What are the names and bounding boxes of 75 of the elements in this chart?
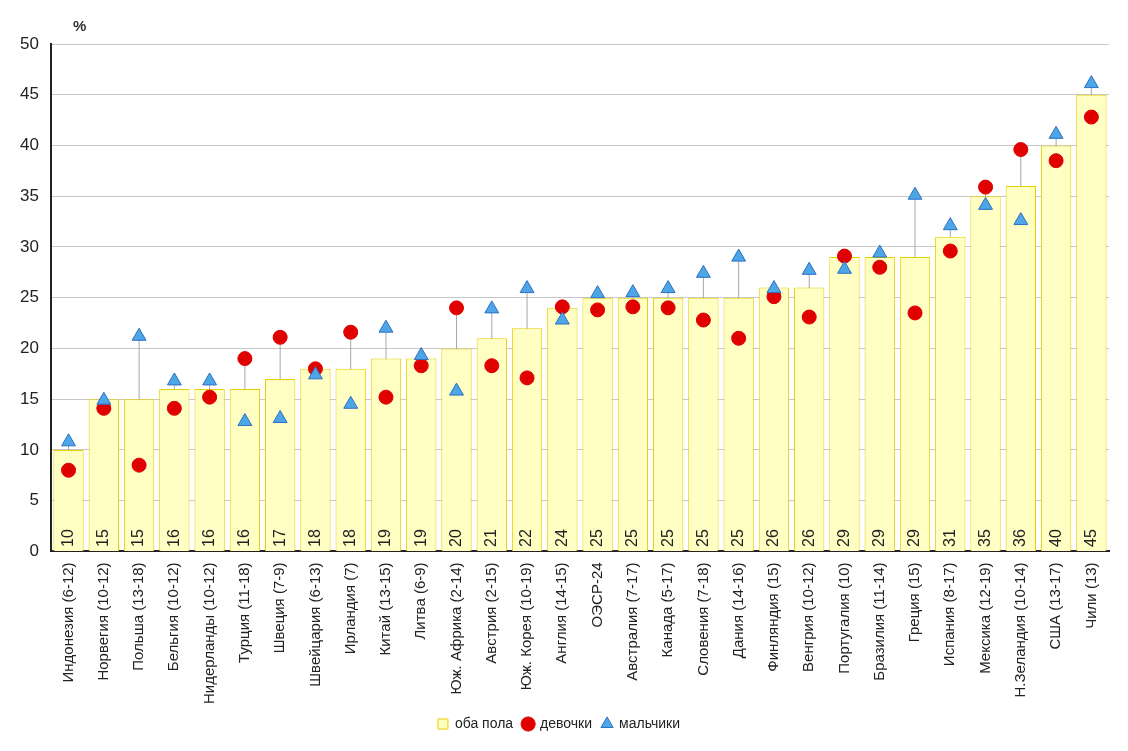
data-label: 26 [764, 529, 782, 547]
data-label: 20 [446, 529, 464, 547]
data-label: 19 [411, 529, 429, 547]
data-label: 21 [482, 529, 500, 547]
legend-label: мальчики [619, 714, 681, 731]
x-tick-label: Португалия (10) [834, 562, 852, 674]
x-tick-label: Турция (11-18) [235, 562, 253, 663]
data-label: 10 [58, 529, 76, 547]
x-tick-label: Мексика (12-19) [975, 562, 993, 674]
data-label: 25 [588, 529, 605, 547]
data-label: 19 [376, 529, 394, 547]
y-axis-title: % [72, 16, 87, 34]
data-label: 45 [1081, 529, 1099, 547]
x-tick-label: Норвегия (10-12) [93, 562, 111, 681]
y-tick-label: 30 [19, 236, 39, 256]
x-tick-label: Словения (7-18) [693, 562, 711, 676]
x-tick-label: Австралия (7-17) [623, 562, 640, 681]
legend-label: оба пола [454, 714, 514, 731]
x-tick-label: Юж. Корея (10-19) [517, 562, 535, 691]
x-tick-label: Юж. Африка (2-14) [446, 562, 464, 695]
y-tick-label: 5 [29, 490, 39, 510]
data-label: 25 [693, 529, 711, 547]
x-tick-label: Испания (8-17) [940, 562, 958, 667]
data-label: 18 [305, 529, 323, 547]
legend-label: девочки [540, 714, 593, 731]
x-tick-label: Чили (13) [1081, 562, 1099, 629]
x-tick-label: Швеция (7-9) [270, 562, 288, 654]
x-tick-label: Ирландия (7) [340, 562, 358, 655]
data-label: 15 [94, 529, 112, 547]
data-label: 15 [129, 529, 147, 547]
x-tick-label: Финляндия (15) [764, 562, 782, 672]
data-label: 18 [341, 529, 359, 547]
data-label: 26 [799, 529, 817, 547]
y-tick-label: 10 [19, 439, 39, 459]
x-tick-label: ОЭСР-24 [587, 562, 605, 628]
x-tick-label: Дания (14-16) [728, 562, 746, 659]
data-label: 16 [200, 529, 218, 547]
x-tick-label: Австрия (2-15) [481, 562, 499, 664]
y-tick-label: 20 [19, 338, 39, 358]
x-tick-label: Китай (13-15) [376, 562, 394, 656]
data-label: 16 [235, 529, 253, 547]
y-tick-label: 35 [19, 185, 39, 205]
data-label: 29 [905, 529, 923, 547]
y-tick-label: 40 [19, 135, 39, 155]
x-tick-label: Нидерланды (10-12) [199, 562, 217, 705]
data-label: 40 [1046, 529, 1064, 547]
x-tick-label: Н.Зеландия (10-14) [1010, 562, 1028, 698]
x-tick-label: Венгрия (10-12) [799, 562, 817, 672]
data-label: 22 [517, 529, 535, 547]
data-label: 29 [870, 529, 888, 547]
data-label: 31 [940, 529, 958, 547]
y-tick-label: 0 [29, 541, 39, 561]
x-tick-label: Бельгия (10-12) [164, 562, 182, 672]
data-label: 25 [729, 529, 747, 547]
y-tick-label: 50 [19, 33, 39, 53]
x-tick-label: Англия (14-15) [552, 562, 570, 664]
x-tick-label: Канада (5-17) [658, 562, 676, 658]
x-tick-label: Бразилия (11-14) [869, 562, 887, 681]
y-tick-label: 45 [19, 84, 39, 104]
y-tick-label: 15 [19, 388, 39, 408]
x-tick-label: Индонезия (6-12) [58, 562, 76, 683]
x-tick-label: Литва (6-9) [411, 562, 429, 640]
y-tick-label: 25 [19, 287, 39, 307]
data-label: 16 [164, 529, 182, 547]
data-label: 24 [552, 529, 570, 547]
x-tick-label: Польша (13-18) [129, 562, 147, 671]
data-label: 25 [658, 529, 676, 547]
data-label: 35 [975, 529, 993, 547]
data-label: 17 [270, 529, 288, 547]
x-tick-label: США (13-17) [1046, 562, 1064, 650]
x-tick-label: Греция (15) [905, 562, 923, 643]
data-label: 29 [834, 529, 852, 547]
data-label: 25 [623, 529, 641, 547]
x-tick-label: Швейцария (6-13) [305, 562, 323, 687]
data-label: 36 [1011, 529, 1029, 547]
